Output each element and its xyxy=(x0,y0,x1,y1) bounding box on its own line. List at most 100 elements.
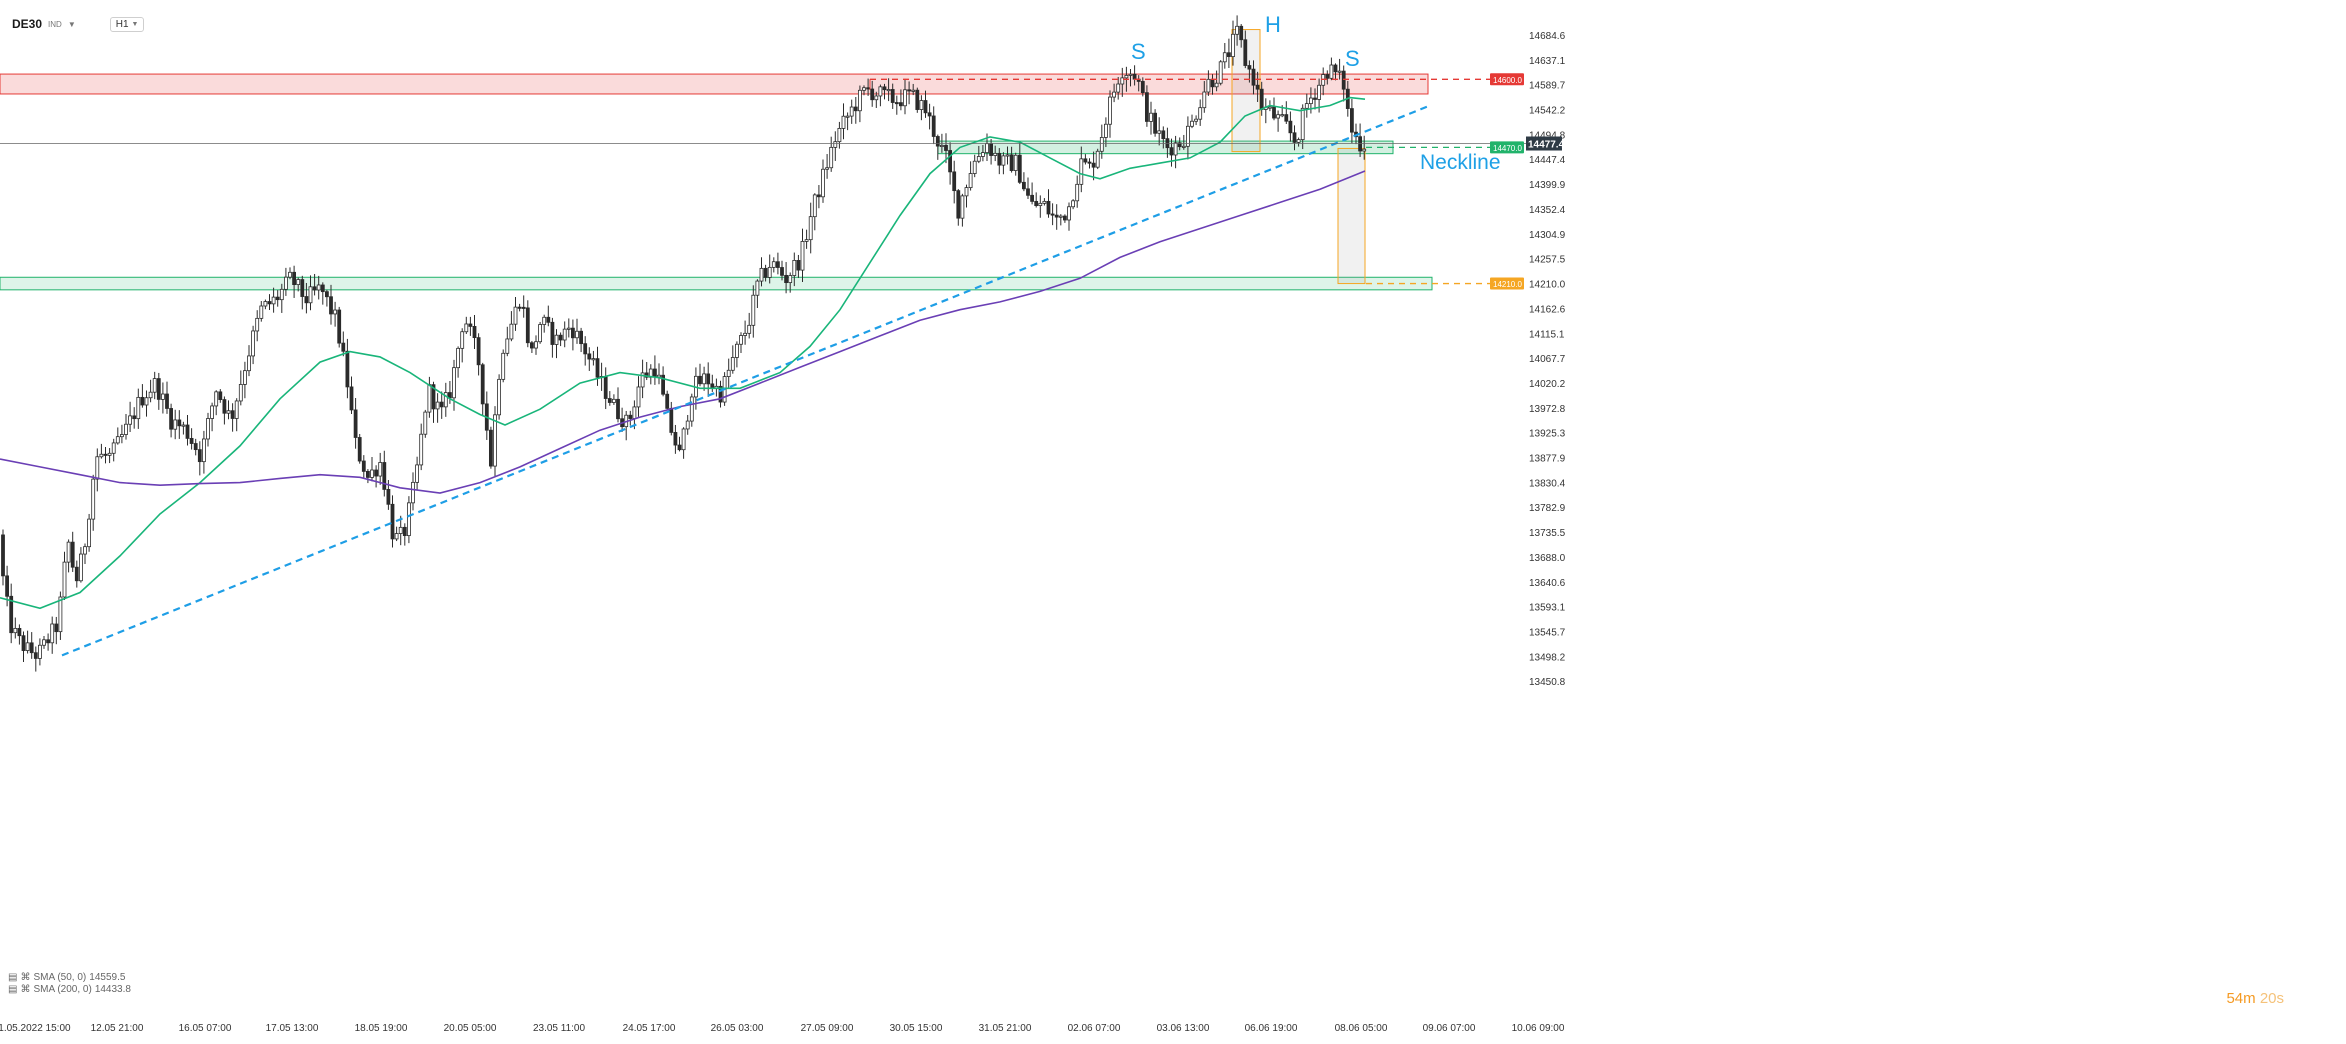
candle-body[interactable] xyxy=(706,373,711,385)
candle-body[interactable] xyxy=(1161,130,1166,140)
candle-body[interactable] xyxy=(538,324,542,343)
candle-body[interactable] xyxy=(681,428,686,451)
candle-body[interactable] xyxy=(1169,147,1174,156)
candle-body[interactable] xyxy=(83,546,87,555)
candle-body[interactable] xyxy=(1333,64,1338,73)
candle-body[interactable] xyxy=(443,392,448,408)
candle-body[interactable] xyxy=(476,337,481,366)
candle-body[interactable] xyxy=(525,307,530,344)
candle-body[interactable] xyxy=(324,291,329,298)
candle-body[interactable] xyxy=(1276,114,1280,119)
candle-body[interactable] xyxy=(710,383,715,389)
candle-body[interactable] xyxy=(997,152,1002,166)
candle-body[interactable] xyxy=(382,462,387,490)
candle-body[interactable] xyxy=(337,309,342,344)
candle-body[interactable] xyxy=(960,195,965,219)
candle-body[interactable] xyxy=(259,305,264,319)
candle-body[interactable] xyxy=(1046,200,1051,215)
candle-body[interactable] xyxy=(1284,114,1289,122)
candle-body[interactable] xyxy=(365,471,370,478)
candle-body[interactable] xyxy=(255,317,260,332)
candle-body[interactable] xyxy=(1140,81,1145,94)
candle-body[interactable] xyxy=(919,100,924,110)
candle-body[interactable] xyxy=(1214,82,1219,88)
candle-body[interactable] xyxy=(386,489,391,505)
candle-body[interactable] xyxy=(378,462,383,477)
candle-body[interactable] xyxy=(698,375,702,385)
candle-body[interactable] xyxy=(1058,215,1063,218)
candle-body[interactable] xyxy=(751,294,756,326)
candle-body[interactable] xyxy=(46,639,50,644)
candle-body[interactable] xyxy=(33,652,38,659)
symbol-label[interactable]: DE30 xyxy=(12,17,43,31)
candle-body[interactable] xyxy=(603,376,608,399)
candle-body[interactable] xyxy=(845,115,850,118)
candle-body[interactable] xyxy=(837,128,842,143)
candle-body[interactable] xyxy=(95,456,100,480)
candle-body[interactable] xyxy=(427,384,432,413)
candle-body[interactable] xyxy=(1034,200,1039,207)
candle-body[interactable] xyxy=(554,334,559,345)
candle-body[interactable] xyxy=(882,86,887,91)
candle-body[interactable] xyxy=(398,526,403,534)
candle-body[interactable] xyxy=(288,271,292,278)
candle-body[interactable] xyxy=(833,141,838,148)
candle-body[interactable] xyxy=(1251,68,1256,86)
candle-body[interactable] xyxy=(657,374,661,378)
candle-body[interactable] xyxy=(587,353,592,360)
candle-body[interactable] xyxy=(54,623,59,633)
settings-icon[interactable]: ▤ xyxy=(8,972,18,983)
candle-body[interactable] xyxy=(349,386,354,411)
candle-body[interactable] xyxy=(79,553,83,582)
candle-body[interactable] xyxy=(886,89,891,92)
candle-body[interactable] xyxy=(972,160,977,174)
candle-body[interactable] xyxy=(1268,106,1272,109)
candle-body[interactable] xyxy=(989,143,993,156)
candle-body[interactable] xyxy=(583,343,588,355)
candle-body[interactable] xyxy=(493,414,497,467)
candle-body[interactable] xyxy=(530,342,534,349)
candle-body[interactable] xyxy=(353,409,358,438)
candle-body[interactable] xyxy=(58,596,63,633)
candle-body[interactable] xyxy=(1104,123,1108,138)
candle-body[interactable] xyxy=(456,347,461,369)
candle-body[interactable] xyxy=(497,378,502,416)
candle-body[interactable] xyxy=(763,267,768,278)
candle-body[interactable] xyxy=(739,335,743,345)
candle-body[interactable] xyxy=(132,415,137,420)
candle-body[interactable] xyxy=(165,393,169,409)
candle-body[interactable] xyxy=(1288,120,1293,134)
candle-body[interactable] xyxy=(320,284,325,293)
candle-body[interactable] xyxy=(488,429,493,467)
candle-body[interactable] xyxy=(964,187,969,197)
candle-body[interactable] xyxy=(1181,145,1186,148)
candle-body[interactable] xyxy=(275,296,280,301)
candle-body[interactable] xyxy=(1222,52,1227,63)
candle-body[interactable] xyxy=(726,369,731,377)
candle-body[interactable] xyxy=(792,260,797,276)
candle-body[interactable] xyxy=(1325,74,1330,79)
candle-body[interactable] xyxy=(21,635,26,651)
candle-body[interactable] xyxy=(1300,107,1305,140)
candle-body[interactable] xyxy=(735,343,739,358)
candle-body[interactable] xyxy=(144,397,149,406)
candle-body[interactable] xyxy=(468,323,473,327)
candle-body[interactable] xyxy=(665,393,670,409)
candle-body[interactable] xyxy=(1304,103,1309,109)
candle-body[interactable] xyxy=(1210,78,1215,88)
candle-body[interactable] xyxy=(784,274,788,284)
price-tag-target[interactable] xyxy=(1490,277,1524,290)
candle-body[interactable] xyxy=(571,327,575,339)
candle-body[interactable] xyxy=(866,87,870,90)
candle-body[interactable] xyxy=(234,400,239,419)
candle-body[interactable] xyxy=(612,398,616,403)
candle-body[interactable] xyxy=(308,286,313,304)
candle-body[interactable] xyxy=(374,469,379,477)
candle-body[interactable] xyxy=(673,432,678,446)
candle-body[interactable] xyxy=(263,301,268,307)
candle-body[interactable] xyxy=(944,144,948,151)
candle-body[interactable] xyxy=(1013,154,1018,171)
candle-body[interactable] xyxy=(91,478,96,520)
